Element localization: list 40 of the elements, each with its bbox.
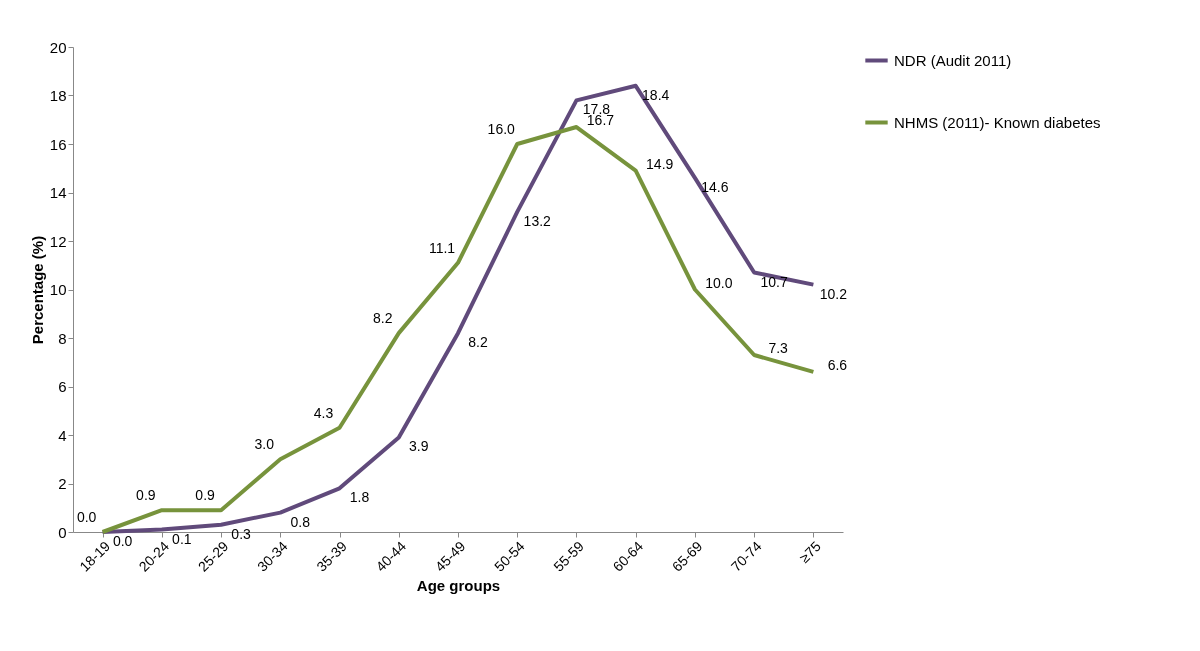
data-label: 0.9: [136, 487, 156, 504]
data-label: 6.6: [827, 356, 848, 373]
data-label: 11.1: [428, 239, 456, 256]
data-label: 8.2: [468, 334, 488, 351]
data-label: 0.9: [195, 487, 216, 504]
x-axis-title: Age groups: [416, 576, 501, 594]
data-label: 0.0: [112, 533, 133, 549]
x-tick-label: ≥75: [796, 537, 824, 566]
y-tick-label: 10: [49, 281, 67, 298]
data-label: 10.0: [705, 274, 733, 291]
data-label: 7.3: [768, 339, 789, 356]
data-label: 14.9: [646, 155, 674, 172]
data-label: 4.3: [313, 404, 334, 421]
y-tick-label: 12: [49, 232, 67, 250]
y-tick-label: 20: [49, 38, 67, 56]
data-label: 8.2: [373, 310, 393, 327]
data-label: 10.7: [760, 273, 788, 290]
y-axis-title: Percentage (%): [28, 235, 46, 345]
data-label: 1.8: [349, 489, 370, 506]
data-label: 0.8: [290, 513, 311, 530]
data-label: 18.4: [642, 86, 670, 103]
y-tick-label: 2: [58, 475, 67, 492]
data-label: 10.2: [819, 285, 848, 302]
y-tick-label: 18: [49, 87, 67, 104]
legend-label: NDR (Audit 2011): [894, 51, 1012, 69]
legend-label: NHMS (2011)- Known diabetes: [894, 113, 1101, 131]
y-tick-label: 6: [58, 378, 67, 395]
data-label: 3.0: [254, 436, 275, 453]
data-label: 13.2: [523, 212, 552, 229]
y-tick-label: 4: [58, 426, 67, 444]
data-label: 0.0: [76, 509, 97, 525]
data-label: 0.3: [231, 525, 252, 542]
y-tick-label: 0: [58, 523, 67, 541]
y-tick-label: 14: [49, 184, 67, 201]
y-tick-label: 16: [49, 135, 67, 153]
data-label: 16.0: [487, 121, 516, 137]
y-tick-label: 8: [58, 329, 67, 347]
data-label: 0.1: [172, 530, 192, 547]
data-label: 14.6: [701, 178, 729, 195]
data-label: 3.9: [409, 438, 429, 455]
